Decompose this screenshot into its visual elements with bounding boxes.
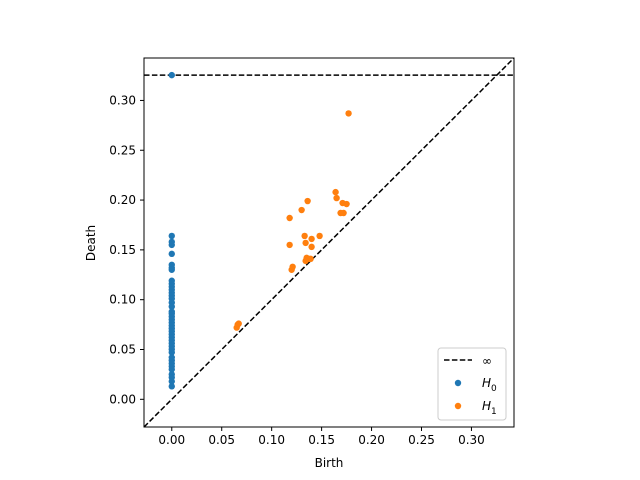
point-h0 — [168, 383, 175, 390]
x-tick-label: 0.05 — [208, 433, 235, 447]
legend-h0-label: H0 — [482, 376, 497, 394]
point-h1 — [340, 209, 347, 217]
point-h0 — [168, 250, 175, 258]
point-h1 — [298, 206, 305, 214]
y-tick-label: 0.10 — [109, 293, 136, 307]
legend-box — [437, 347, 507, 421]
y-tick-label: 0.25 — [109, 143, 136, 157]
legend-h0-marker — [454, 379, 462, 387]
point-h1 — [308, 235, 315, 243]
point-h1 — [304, 197, 311, 205]
series-h1 — [233, 110, 352, 331]
point-h1 — [286, 214, 293, 222]
point-h0 — [168, 378, 175, 385]
y-tick-label: 0.15 — [109, 243, 136, 257]
point-h0 — [168, 266, 175, 273]
axes-frame — [143, 57, 515, 428]
legend: ∞ H0 H1 — [437, 347, 507, 421]
point-h1 — [316, 232, 323, 240]
point-h0 — [168, 303, 175, 310]
point-h1 — [302, 257, 309, 265]
point-h0 — [168, 366, 175, 373]
legend-h1-label-base: H — [482, 399, 491, 413]
point-h1 — [286, 241, 293, 249]
x-axis-label: Birth — [315, 456, 344, 470]
x-tick-label: 0.00 — [158, 433, 185, 447]
x-axis: 0.00 0.05 0.10 0.15 0.20 0.25 0.30 — [158, 427, 485, 447]
y-axis: 0.00 0.05 0.10 0.15 0.20 0.25 0.30 — [109, 93, 144, 406]
legend-h1-label-subscript: 1 — [491, 407, 497, 417]
point-h1 — [307, 255, 314, 263]
x-tick-label: 0.10 — [258, 433, 285, 447]
x-tick-label: 0.20 — [358, 433, 385, 447]
point-h0 — [168, 232, 175, 240]
legend-h0-label-subscript: 0 — [491, 384, 497, 394]
x-tick-label: 0.30 — [458, 433, 485, 447]
y-tick-label: 0.05 — [109, 342, 136, 356]
point-h1 — [233, 324, 240, 331]
y-tick-label: 0.20 — [109, 193, 136, 207]
plot-area — [144, 58, 514, 427]
point-h0 — [168, 349, 175, 356]
point-h0 — [168, 71, 175, 79]
point-h1 — [343, 200, 350, 208]
point-h1 — [333, 194, 340, 202]
y-axis-label: Death — [84, 225, 98, 261]
series-h0 — [168, 71, 175, 390]
point-h1 — [332, 188, 339, 196]
y-tick-label: 0.30 — [109, 93, 136, 107]
legend-h1-marker — [454, 402, 462, 410]
point-h1 — [288, 266, 295, 273]
point-h1 — [302, 239, 309, 247]
legend-h0-label-base: H — [482, 376, 491, 390]
y-tick-label: 0.00 — [109, 392, 136, 406]
x-tick-label: 0.25 — [408, 433, 435, 447]
x-tick-label: 0.15 — [308, 433, 335, 447]
point-h1 — [345, 110, 352, 117]
legend-h1-label: H1 — [482, 399, 497, 417]
point-h1 — [301, 232, 308, 240]
legend-infinity-label: ∞ — [482, 354, 492, 368]
diagonal-line — [144, 58, 514, 427]
point-h1 — [308, 243, 315, 251]
point-h0 — [168, 241, 175, 249]
